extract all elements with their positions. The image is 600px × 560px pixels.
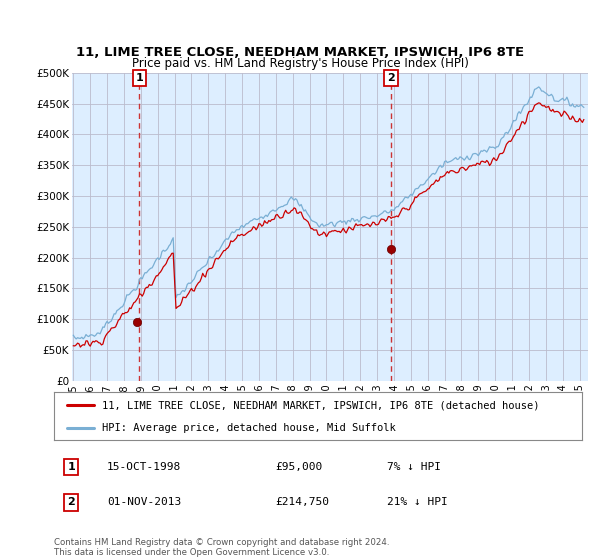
Text: 21% ↓ HPI: 21% ↓ HPI [386, 497, 448, 507]
Text: 2: 2 [67, 497, 75, 507]
Text: 11, LIME TREE CLOSE, NEEDHAM MARKET, IPSWICH, IP6 8TE (detached house): 11, LIME TREE CLOSE, NEEDHAM MARKET, IPS… [101, 400, 539, 410]
Text: 01-NOV-2013: 01-NOV-2013 [107, 497, 181, 507]
Text: 7% ↓ HPI: 7% ↓ HPI [386, 462, 440, 472]
Text: Price paid vs. HM Land Registry's House Price Index (HPI): Price paid vs. HM Land Registry's House … [131, 57, 469, 70]
Text: 11, LIME TREE CLOSE, NEEDHAM MARKET, IPSWICH, IP6 8TE: 11, LIME TREE CLOSE, NEEDHAM MARKET, IPS… [76, 46, 524, 59]
Text: 1: 1 [67, 462, 75, 472]
Text: 15-OCT-1998: 15-OCT-1998 [107, 462, 181, 472]
Text: 2: 2 [387, 73, 395, 83]
Text: HPI: Average price, detached house, Mid Suffolk: HPI: Average price, detached house, Mid … [101, 423, 395, 433]
Text: Contains HM Land Registry data © Crown copyright and database right 2024.
This d: Contains HM Land Registry data © Crown c… [54, 538, 389, 557]
Text: £214,750: £214,750 [276, 497, 330, 507]
Text: £95,000: £95,000 [276, 462, 323, 472]
Text: 1: 1 [135, 73, 143, 83]
